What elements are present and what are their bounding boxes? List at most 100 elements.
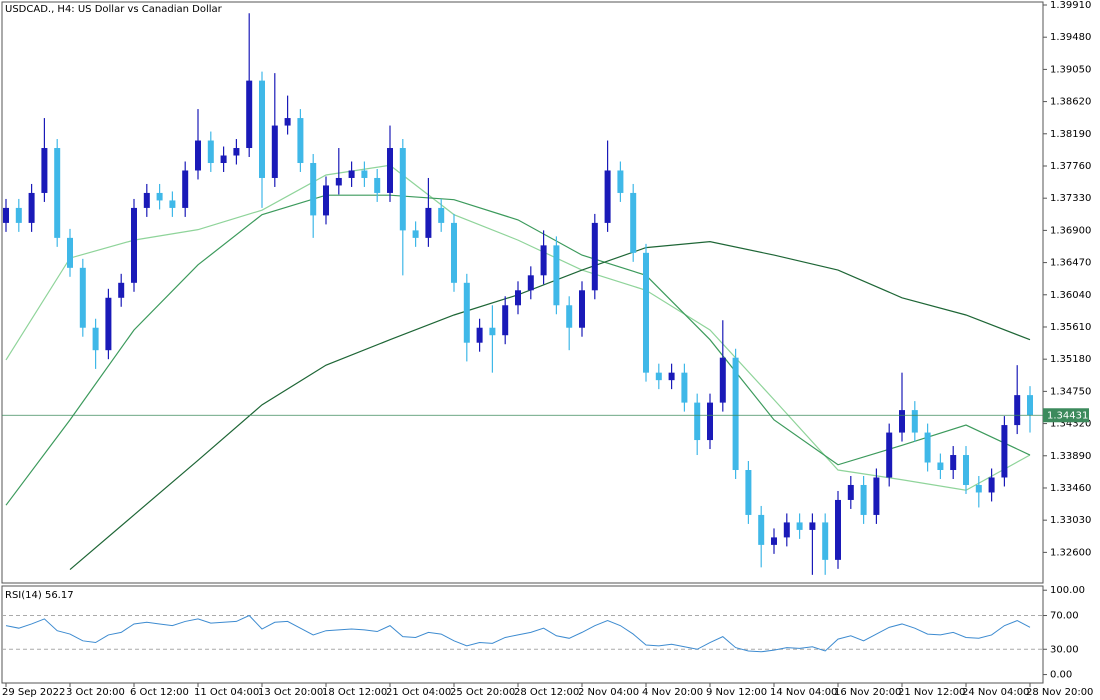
- y-tick-label: 1.34750: [1050, 386, 1091, 397]
- candle-body: [515, 290, 521, 306]
- candle-body: [451, 222, 457, 283]
- candle-body: [617, 170, 624, 193]
- y-tick-label: 1.33030: [1050, 515, 1091, 526]
- candle-body: [566, 305, 573, 328]
- y-tick-label: 70.00: [1050, 611, 1079, 622]
- candle-body: [540, 245, 547, 276]
- x-tick-label: 21 Oct 04:00: [386, 687, 451, 698]
- x-tick-label: 28 Nov 20:00: [1026, 687, 1093, 698]
- candle-body: [835, 499, 841, 560]
- candle-body: [668, 372, 675, 381]
- candle-body: [207, 140, 214, 163]
- candle-body: [79, 267, 86, 328]
- x-tick-label: 18 Oct 12:00: [322, 687, 387, 698]
- y-tick-label: 1.37760: [1050, 161, 1091, 172]
- y-tick-label: 1.36040: [1050, 290, 1091, 301]
- x-tick-label: 28 Oct 12:00: [514, 687, 579, 698]
- candle-body: [1027, 395, 1033, 416]
- candle-body: [67, 237, 73, 268]
- last-price-label: 1.34431: [1047, 410, 1088, 421]
- x-tick-label: 24 Nov 04:00: [962, 687, 1029, 698]
- candle-body: [348, 170, 355, 178]
- x-tick-label: 14 Nov 04:00: [770, 687, 837, 698]
- rsi-title: RSI(14) 56.17: [5, 590, 74, 601]
- candle-body: [822, 522, 829, 560]
- candle-body: [374, 177, 381, 193]
- moving-average: [5, 164, 1031, 491]
- y-tick-label: 1.36470: [1050, 258, 1091, 269]
- candle-body: [950, 455, 957, 471]
- candle-body: [963, 455, 969, 485]
- candle-body: [54, 148, 61, 238]
- y-tick-label: 1.39480: [1050, 32, 1091, 43]
- candle-body: [15, 207, 22, 223]
- candle-body: [502, 305, 509, 336]
- candle-body: [259, 80, 265, 178]
- candle-body: [911, 410, 918, 433]
- candle-body: [899, 410, 905, 433]
- y-tick-label: 30.00: [1050, 644, 1079, 655]
- y-tick-label: 0.00: [1050, 670, 1072, 681]
- y-tick-label: 1.39050: [1050, 64, 1091, 75]
- y-tick-label: 100.00: [1050, 585, 1085, 596]
- candle-body: [886, 432, 893, 478]
- candle-body: [105, 297, 112, 351]
- candle-body: [438, 207, 445, 223]
- candle-body: [361, 170, 368, 178]
- chart-title: USDCAD., H4: US Dollar vs Canadian Dolla…: [5, 4, 223, 15]
- candle-body: [412, 230, 419, 238]
- x-tick-label: 3 Oct 20:00: [66, 687, 125, 698]
- candle-body: [591, 222, 598, 291]
- candle-body: [809, 522, 816, 530]
- candle-body: [1014, 395, 1021, 426]
- candle-body: [271, 125, 278, 178]
- candle-body: [553, 245, 560, 306]
- candle-body: [847, 484, 854, 500]
- x-tick-label: 29 Sep 2022: [2, 687, 65, 698]
- candle-body: [655, 372, 662, 381]
- candle-body: [310, 162, 317, 216]
- candle-body: [246, 80, 253, 149]
- candle-body: [489, 327, 496, 336]
- x-tick-label: 4 Nov 20:00: [642, 687, 703, 698]
- candle-body: [28, 192, 35, 223]
- y-tick-label: 1.38620: [1050, 97, 1091, 108]
- y-tick-label: 1.38190: [1050, 129, 1091, 140]
- candle-body: [860, 484, 867, 515]
- last-price-box: [1043, 408, 1089, 423]
- x-tick-label: 21 Nov 12:00: [898, 687, 965, 698]
- candle-body: [758, 514, 765, 545]
- y-tick-label: 1.33460: [1050, 483, 1091, 494]
- y-tick-label: 1.33890: [1050, 451, 1091, 462]
- candle-body: [783, 522, 790, 538]
- candle-body: [681, 372, 688, 403]
- candle-body: [732, 357, 739, 471]
- y-tick-label: 1.35180: [1050, 354, 1091, 365]
- candle-body: [220, 155, 227, 163]
- candle-body: [92, 327, 99, 351]
- candle-body: [694, 402, 701, 441]
- y-tick-label: 1.37330: [1050, 193, 1091, 204]
- candle-body: [937, 462, 944, 471]
- candle-body: [796, 522, 803, 530]
- x-tick-label: 9 Nov 12:00: [706, 687, 767, 698]
- x-tick-label: 11 Oct 04:00: [194, 687, 259, 698]
- x-tick-label: 16 Nov 20:00: [834, 687, 901, 698]
- candle-body: [182, 170, 189, 208]
- candle-body: [195, 140, 201, 171]
- candle-body: [771, 537, 777, 545]
- candle-body: [630, 192, 637, 253]
- candle-body: [463, 282, 470, 343]
- candle-body: [873, 477, 880, 515]
- candle-body: [3, 207, 9, 223]
- candle-body: [527, 275, 534, 291]
- candle-body: [1001, 425, 1008, 478]
- y-tick-label: 1.34320: [1050, 419, 1091, 430]
- moving-average: [5, 194, 1031, 506]
- candle-body: [924, 432, 931, 463]
- candle-body: [169, 200, 176, 208]
- candle-body: [643, 252, 649, 373]
- candle-body: [335, 177, 342, 186]
- candle-body: [579, 290, 585, 328]
